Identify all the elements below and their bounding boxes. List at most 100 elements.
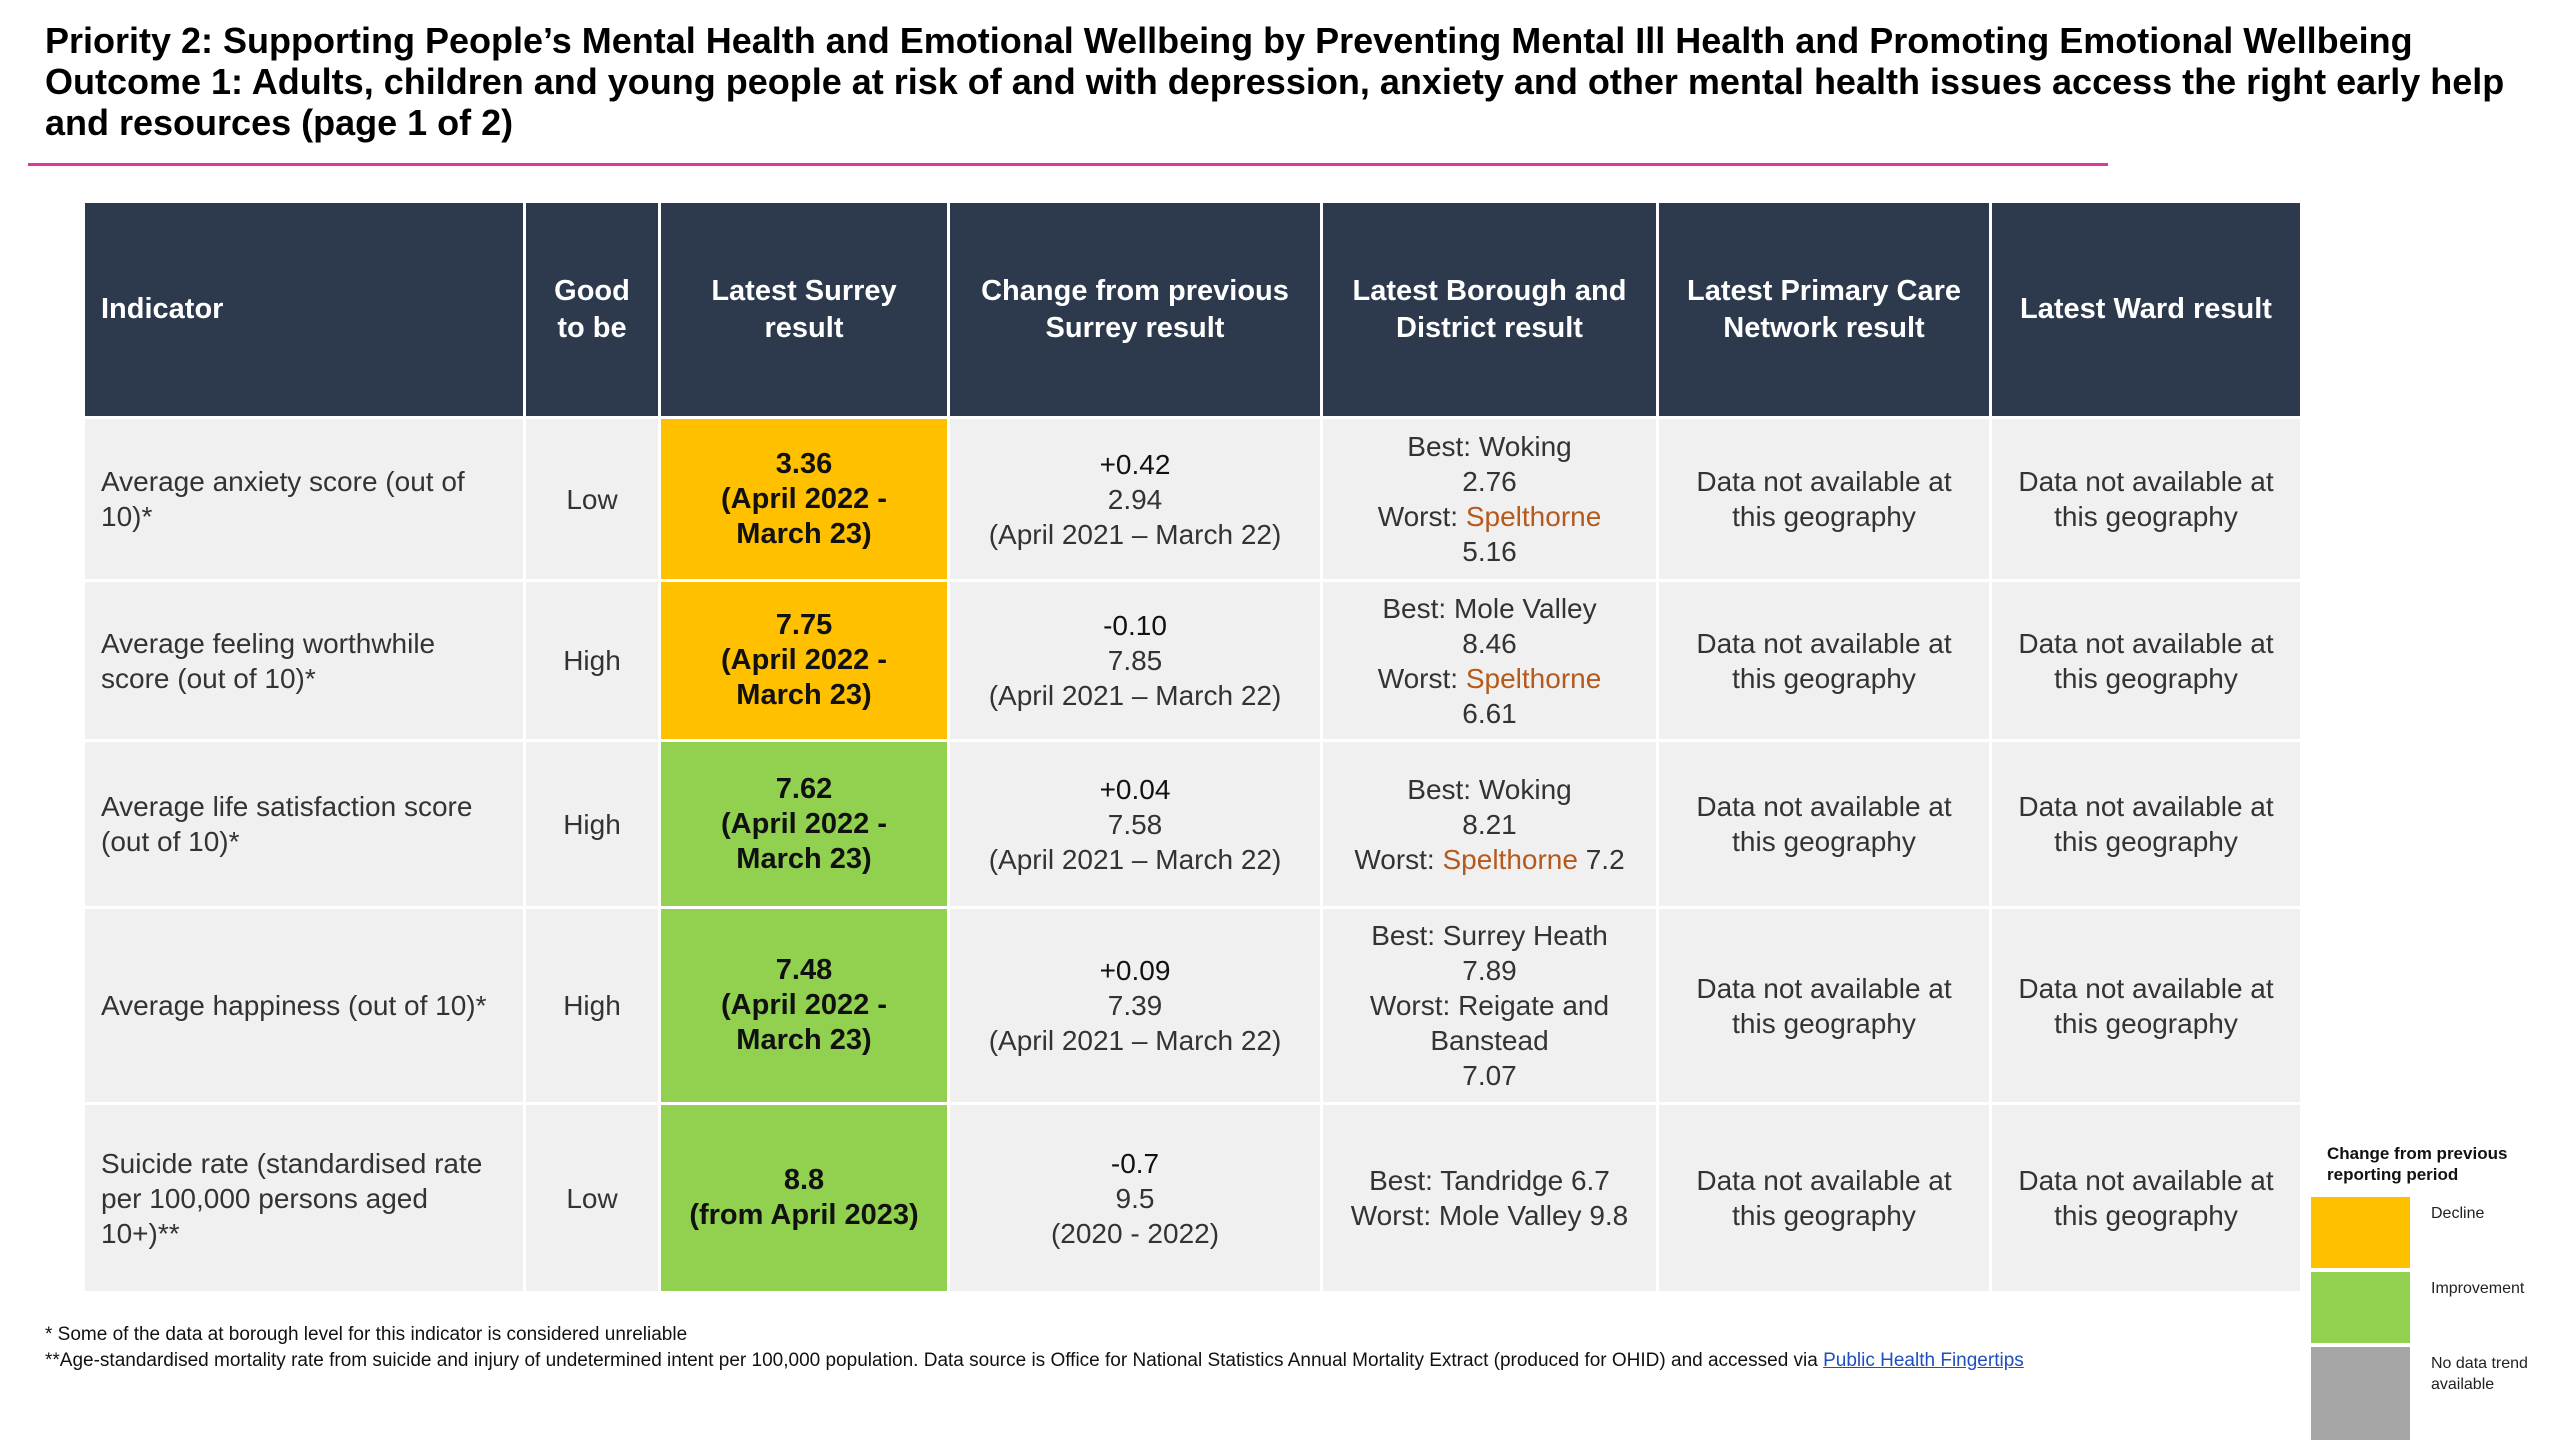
ward-cell: Data not available at this geography (1989, 1102, 2303, 1294)
borough-line: Worst: Mole Valley 9.8 (1337, 1198, 1642, 1233)
result-period: (April 2022 - March 23) (721, 989, 887, 1056)
legend-label: Improvement (2431, 1280, 2525, 1297)
change-cell: +0.42 2.94 (April 2021 – March 22) (947, 416, 1323, 582)
change-delta: -0.10 (1103, 610, 1167, 641)
table-row: Suicide rate (standardised rate per 100,… (82, 1102, 2303, 1294)
table-row: Average feeling worthwhile score (out of… (82, 579, 2303, 742)
column-header: Latest Primary Care Network result (1656, 203, 1992, 419)
ward-cell: Data not available at this geography (1989, 906, 2303, 1105)
change-cell: -0.7 9.5 (2020 - 2022) (947, 1102, 1323, 1294)
borough-text: Worst: (1377, 662, 1459, 694)
legend-label: Decline (2431, 1205, 2485, 1222)
good-to-be-cell: High (523, 739, 661, 909)
change-delta: +0.04 (1099, 773, 1171, 805)
legend-swatch (2311, 1347, 2410, 1440)
latest-result-cell: 7.48 (April 2022 - March 23) (658, 906, 950, 1105)
pcn-cell: Data not available at this geography (1656, 579, 1992, 742)
pcn-cell: Data not available at this geography (1656, 1102, 1992, 1294)
good-to-be-cell: Low (523, 416, 661, 582)
borough-text: Worst: (1354, 843, 1435, 875)
result-value: 7.48 (775, 954, 833, 986)
column-header: Change from previous Surrey result (947, 203, 1323, 419)
legend-swatch (2311, 1272, 2410, 1343)
footnote: **Age-standardised mortality rate from s… (45, 1348, 2145, 1374)
borough-text: Spelthorne (1465, 501, 1602, 532)
borough-line: Best: Surrey Heath (1337, 918, 1642, 953)
previous-value: 2.94 (1107, 483, 1163, 515)
indicator-cell: Suicide rate (standardised rate per 100,… (82, 1102, 526, 1294)
borough-text: Spelthorne (1442, 843, 1578, 875)
result-value: 7.62 (775, 772, 833, 805)
borough-text: Best: Mole Valley (1382, 592, 1597, 624)
borough-text: 8.46 (1462, 627, 1517, 659)
previous-period: (2020 - 2022) (1050, 1217, 1220, 1249)
borough-line: Worst: Reigate and Banstead (1337, 988, 1642, 1058)
table-row: Average anxiety score (out of 10)* Low 3.3… (82, 416, 2303, 582)
borough-text: 7.07 (1462, 1060, 1517, 1091)
borough-line: Worst: Spelthorne 7.2 (1337, 842, 1642, 877)
footnote-text: **Age-standardised mortality rate from s… (45, 1350, 1818, 1371)
footnotes: * Some of the data at borough level for … (45, 1322, 2145, 1374)
legend: Change from previous reporting period Dec… (2311, 1140, 2560, 1440)
result-period: (April 2022 - March 23) (721, 482, 887, 550)
borough-cell: Best: Woking 2.76 Worst: Spelthorne 5.16 (1320, 416, 1659, 582)
latest-result-cell: 7.62 (April 2022 - March 23) (658, 739, 950, 909)
column-header: Latest Borough and District result (1320, 203, 1659, 419)
footnote: * Some of the data at borough level for … (45, 1324, 688, 1345)
header-row: Indicator Good to be Latest Surrey result C… (82, 203, 2303, 419)
indicator-cell: Average life satisfaction score (out of … (82, 739, 526, 909)
borough-text: 7.2 (1585, 843, 1625, 875)
latest-result-cell: 3.36 (April 2022 - March 23) (658, 416, 950, 582)
result-value: 3.36 (775, 447, 833, 480)
previous-period: (April 2021 – March 22) (988, 518, 1282, 550)
source-link[interactable]: Public Health Fingertips (1823, 1350, 2024, 1371)
borough-text: 5.16 (1462, 536, 1517, 567)
borough-text: 6.61 (1462, 697, 1517, 729)
previous-value: 7.39 (1107, 990, 1163, 1021)
pcn-cell: Data not available at this geography (1656, 416, 1992, 582)
borough-text: Best: Surrey Heath (1371, 920, 1608, 951)
result-value: 8.8 (783, 1164, 825, 1196)
title-block: Priority 2: Supporting People’s Mental H… (45, 20, 2515, 143)
indicator-cell: Average feeling worthwhile score (out of… (82, 579, 526, 742)
borough-text: Worst: Mole Valley 9.8 (1350, 1200, 1629, 1231)
result-period: (April 2022 - March 23) (721, 807, 887, 875)
pcn-cell: Data not available at this geography (1656, 739, 1992, 909)
indicator-cell: Average anxiety score (out of 10)* (82, 416, 526, 582)
borough-line: Best: Woking (1337, 429, 1642, 464)
ward-cell: Data not available at this geography (1989, 416, 2303, 582)
previous-period: (April 2021 – March 22) (988, 680, 1282, 711)
borough-text: Spelthorne (1465, 662, 1602, 694)
borough-text: Best: Woking (1407, 431, 1572, 462)
borough-line: 8.46 (1337, 626, 1642, 661)
borough-line: 7.89 (1337, 953, 1642, 988)
column-header: Indicator (82, 203, 526, 419)
borough-cell: Best: Mole Valley 8.46 Worst: Spelthorne 6.… (1320, 579, 1659, 742)
ward-cell: Data not available at this geography (1989, 579, 2303, 742)
result-value: 7.75 (775, 609, 833, 641)
latest-result-cell: 7.75 (April 2022 - March 23) (658, 579, 950, 742)
change-delta: +0.09 (1099, 955, 1171, 986)
good-to-be-cell: Low (523, 1102, 661, 1294)
column-header: Latest Surrey result (658, 203, 950, 419)
borough-line: 6.61 (1337, 696, 1642, 731)
legend-swatch (2311, 1197, 2410, 1268)
borough-cell: Best: Woking 8.21 Worst: Spelthorne 7.2 (1320, 739, 1659, 909)
previous-value: 7.58 (1107, 808, 1163, 840)
indicator-cell: Average happiness (out of 10)* (82, 906, 526, 1105)
borough-line: Best: Woking (1337, 772, 1642, 807)
previous-value: 7.85 (1107, 645, 1163, 676)
previous-period: (April 2021 – March 22) (988, 1025, 1282, 1056)
borough-line: Worst: Spelthorne (1337, 661, 1642, 696)
priority-title: Priority 2: Supporting People’s Mental H… (45, 20, 2413, 61)
pcn-cell: Data not available at this geography (1656, 906, 1992, 1105)
borough-line: Best: Mole Valley (1337, 591, 1642, 626)
borough-line: Best: Tandridge 6.7 (1337, 1163, 1642, 1198)
table-row: Average life satisfaction score (out of … (82, 739, 2303, 909)
result-period: (from April 2023) (689, 1199, 919, 1231)
borough-text: 2.76 (1462, 466, 1517, 497)
previous-period: (April 2021 – March 22) (988, 843, 1282, 875)
ward-cell: Data not available at this geography (1989, 739, 2303, 909)
borough-text: 7.89 (1462, 955, 1517, 986)
